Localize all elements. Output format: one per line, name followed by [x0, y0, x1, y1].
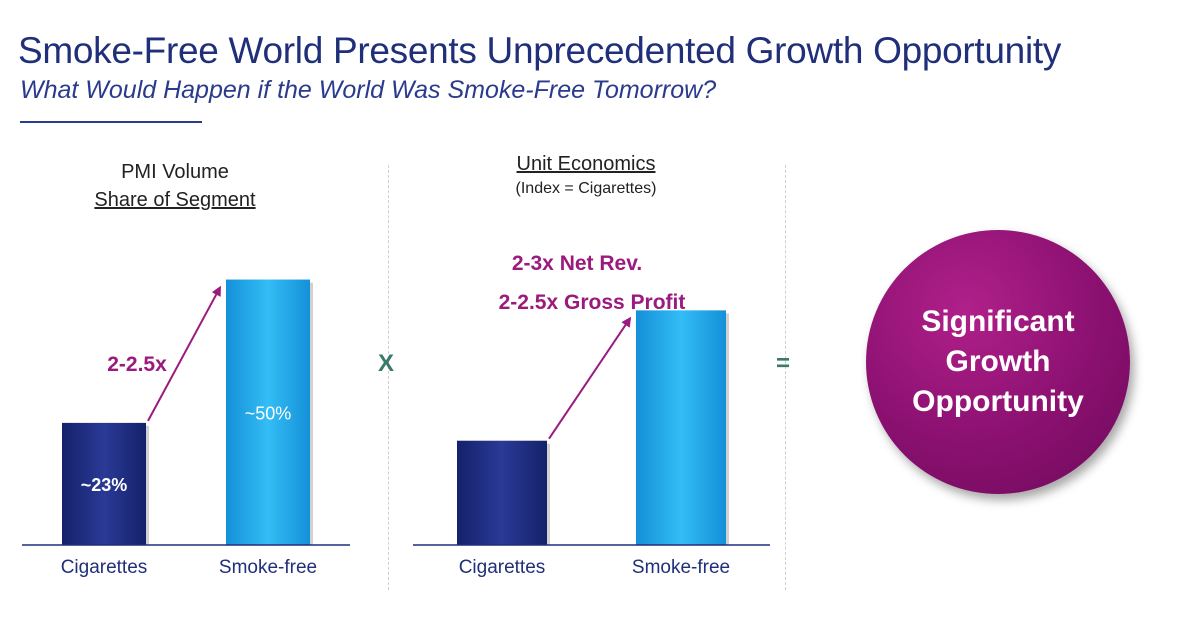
chart2-subtitle: (Index = Cigarettes): [515, 180, 657, 197]
multiply-sign: X: [378, 350, 395, 377]
chart1-data-label: ~23%: [81, 475, 128, 495]
chart2-bar-cigarettes: [457, 440, 547, 545]
chart1-data-label: ~50%: [245, 403, 292, 423]
circle-line-2: Growth: [945, 345, 1051, 378]
circle-line-1: Significant: [921, 305, 1075, 338]
chart1-title: PMI Volume: [121, 161, 229, 183]
chart1-bar-smoke-free: [226, 279, 310, 545]
section-divider-left: [388, 165, 389, 590]
chart1-xtick-label: Smoke-free: [219, 557, 317, 578]
chart2-annotation-net-rev: 2-3x Net Rev.: [512, 252, 642, 275]
chart1-header: PMI Volume Share of Segment: [75, 158, 275, 214]
equals-sign: =: [776, 350, 791, 377]
chart2-title: Unit Economics: [516, 153, 656, 175]
chart1-xtick-label: Cigarettes: [61, 557, 148, 578]
section-divider-right: [785, 165, 786, 590]
title-underline: [20, 121, 202, 123]
chart2-xtick-label: Cigarettes: [459, 557, 546, 578]
chart1-annotation: 2-2.5x: [107, 353, 167, 376]
chart2-annotation-gross-profit: 2-2.5x Gross Profit: [499, 291, 686, 314]
page-title: Smoke-Free World Presents Unprecedented …: [18, 30, 1062, 71]
chart2-bar-smoke-free: [636, 310, 726, 545]
chart1-subtitle: Share of Segment: [94, 189, 256, 211]
chart1-bar-cigarettes: [62, 422, 146, 545]
growth-opportunity-circle: Significant Growth Opportunity: [866, 230, 1130, 494]
page-subtitle: What Would Happen if the World Was Smoke…: [20, 76, 717, 104]
chart2-growth-arrow: [548, 316, 632, 440]
chart2-header: Unit Economics (Index = Cigarettes): [470, 150, 702, 200]
chart1-growth-arrow: [147, 285, 221, 422]
circle-line-3: Opportunity: [912, 385, 1084, 418]
chart2-xtick-label: Smoke-free: [632, 557, 730, 578]
